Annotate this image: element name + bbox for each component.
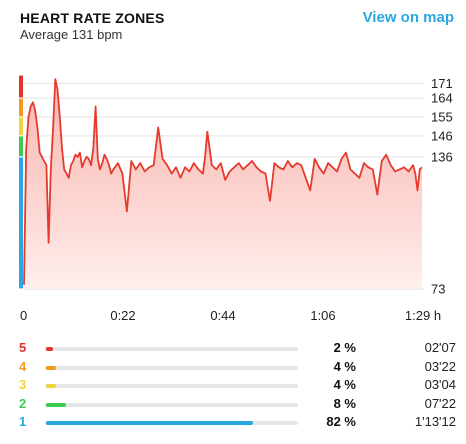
- y-tick-label: 146: [431, 128, 453, 143]
- x-tick-label: 1:06: [310, 308, 335, 323]
- zone-band-2: [19, 136, 23, 157]
- heart-rate-area: [24, 79, 422, 289]
- zone-row-5: 5 2 % 02'07: [0, 338, 466, 358]
- zone-number: 5: [19, 340, 27, 355]
- zone-band-3: [19, 117, 23, 136]
- x-tick-label: 0: [20, 308, 27, 323]
- average-bpm: Average 131 bpm: [20, 27, 123, 42]
- zone-row-1: 1 82 % 1'13'12: [0, 412, 466, 432]
- y-tick-label: 155: [431, 109, 453, 124]
- zone-progress-track: [45, 421, 298, 425]
- zone-number: 2: [19, 395, 27, 411]
- zone-duration: 1'13'12: [414, 414, 456, 429]
- zone-band-1: [19, 157, 23, 289]
- zone-progress-track: [45, 402, 298, 407]
- x-tick-label: 0:22: [110, 308, 135, 323]
- zone-progress-track: [45, 347, 298, 351]
- y-tick-label: 171: [431, 76, 453, 91]
- zone-duration: 03'22: [424, 358, 456, 374]
- zone-color-bar: [19, 75, 23, 289]
- zone-progress-track: [45, 384, 298, 388]
- zone-percentage: 82 %: [326, 414, 356, 429]
- heart-rate-line: [23, 78, 423, 285]
- card-title: HEART RATE ZONES: [20, 10, 165, 26]
- zone-progress-fill: [46, 384, 57, 388]
- zone-row-4: 4 4 % 03'22: [0, 357, 466, 377]
- zone-percentage: 4 %: [333, 358, 356, 374]
- zone-number: 4: [19, 358, 27, 374]
- x-axis-ticks: 0 0:22 0:44 1:06 1:29 h: [20, 308, 441, 323]
- y-tick-label: 73: [431, 282, 445, 297]
- zone-number: 3: [19, 377, 27, 392]
- zone-progress-fill: [46, 365, 57, 370]
- zone-row-2: 2 8 % 07'22: [0, 394, 466, 414]
- view-on-map-link[interactable]: View on map: [362, 9, 454, 26]
- zone-band-4: [19, 98, 23, 117]
- zone-percentage: 4 %: [333, 377, 356, 392]
- y-tick-label: 164: [431, 91, 453, 106]
- zone-row-3: 3 4 % 03'04: [0, 375, 466, 395]
- x-tick-label: 0:44: [210, 308, 235, 323]
- zone-progress-fill: [46, 347, 53, 351]
- y-tick-label: 136: [431, 149, 453, 164]
- zone-progress-track: [45, 365, 298, 370]
- zone-progress-fill: [46, 421, 254, 425]
- zone-percentage: 8 %: [333, 395, 356, 411]
- zone-progress-fill: [46, 402, 67, 407]
- x-tick-label: 1:29 h: [405, 308, 441, 323]
- zone-duration: 02'07: [424, 340, 456, 355]
- zone-percentage: 2 %: [333, 340, 356, 355]
- zone-number: 1: [19, 414, 27, 429]
- zone-duration: 07'22: [424, 395, 456, 411]
- zone-band-5: [19, 75, 23, 98]
- zone-duration: 03'04: [424, 377, 456, 392]
